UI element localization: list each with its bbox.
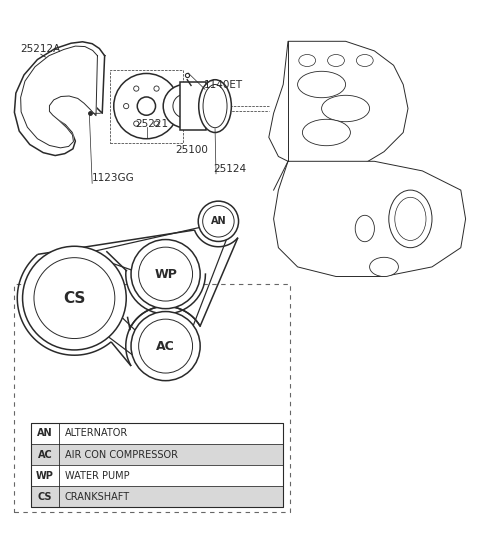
Text: 25212A: 25212A [20,44,60,54]
Ellipse shape [298,71,346,98]
Text: 1140ET: 1140ET [204,80,243,90]
Text: 25124: 25124 [214,164,247,174]
Circle shape [173,94,197,118]
Circle shape [123,103,129,109]
Ellipse shape [389,190,432,248]
Text: 1123GG: 1123GG [92,174,135,184]
Ellipse shape [395,197,426,241]
Polygon shape [14,42,105,155]
Text: CS: CS [38,492,52,502]
Text: 25100: 25100 [175,145,208,155]
Text: AIR CON COMPRESSOR: AIR CON COMPRESSOR [65,450,178,460]
Bar [31,423,283,444]
Bar [180,82,206,130]
Ellipse shape [370,257,398,276]
Circle shape [203,206,234,237]
Ellipse shape [355,215,374,242]
Text: 25221: 25221 [135,119,168,129]
Bar [110,70,183,143]
Text: AC: AC [38,450,52,460]
Text: AC: AC [156,340,175,353]
Polygon shape [274,161,466,276]
Text: AN: AN [37,429,53,439]
Circle shape [154,86,159,91]
Text: WP: WP [36,471,54,481]
Text: CRANKSHAFT: CRANKSHAFT [65,492,130,502]
Polygon shape [269,41,408,171]
Circle shape [131,239,200,309]
Ellipse shape [203,85,227,128]
Circle shape [137,97,156,115]
Bar [14,284,290,512]
Circle shape [139,247,192,301]
Text: WATER PUMP: WATER PUMP [65,471,130,481]
Circle shape [154,121,159,126]
Circle shape [198,201,239,242]
Ellipse shape [299,55,316,66]
Circle shape [133,86,139,91]
Ellipse shape [356,55,373,66]
Text: WP: WP [154,268,177,280]
Bar [31,486,283,508]
Ellipse shape [327,55,344,66]
Circle shape [23,246,126,350]
Ellipse shape [199,80,231,133]
Text: CS: CS [63,290,85,306]
Circle shape [164,103,169,109]
Bar [31,423,283,508]
Bar [31,465,283,486]
Circle shape [163,85,206,128]
Circle shape [131,311,200,380]
Ellipse shape [302,119,350,145]
Text: ALTERNATOR: ALTERNATOR [65,429,128,439]
Polygon shape [21,46,97,148]
Circle shape [139,319,192,373]
Circle shape [34,258,115,338]
Circle shape [114,74,179,139]
Text: AN: AN [211,216,226,226]
Bar [31,444,283,465]
Ellipse shape [322,95,370,122]
Circle shape [133,121,139,126]
